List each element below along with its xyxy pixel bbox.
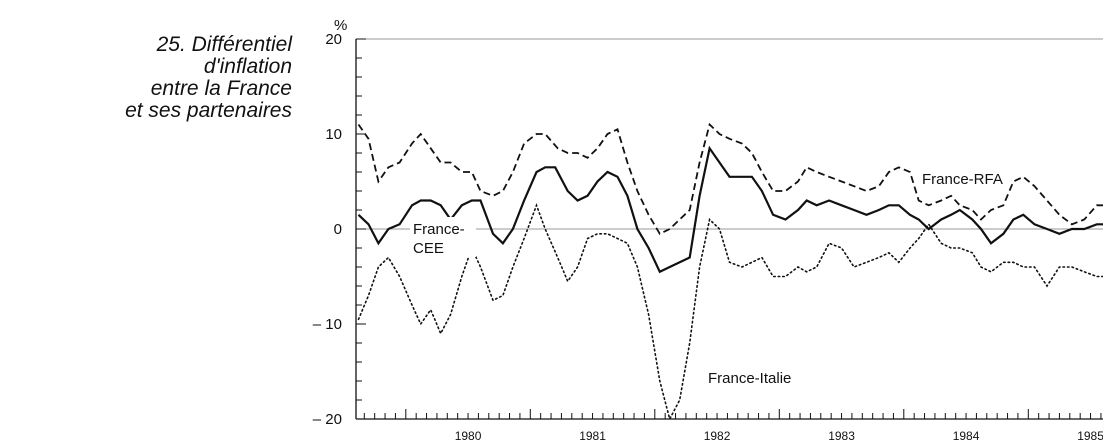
annotation-france-italie: France-Italie	[708, 370, 791, 387]
series-line-france-rfa	[357, 122, 1103, 235]
y-tick-label: – 10	[313, 316, 342, 333]
title-line-4: et ses partenaires	[125, 99, 292, 122]
labels-layer: % France-RFA France- CEE France-Italie	[334, 17, 1003, 387]
annotation-france-rfa: France-RFA	[922, 171, 1003, 188]
annotation-france-cee-line1: France-	[413, 221, 465, 238]
x-tick-label: 1983	[828, 429, 855, 443]
title-line-1: 25. Différentiel	[156, 33, 292, 56]
x-tick-label: 1982	[704, 429, 731, 443]
y-tick-label: 10	[325, 126, 342, 143]
y-tick-label: 0	[334, 221, 342, 238]
x-tick-label: 1984	[953, 429, 980, 443]
annotation-france-cee-line2: CEE	[413, 240, 444, 257]
series-line-france-italie	[357, 202, 1103, 422]
series-line-france-cee	[357, 145, 1103, 274]
title-line-2: d'inflation	[203, 55, 292, 78]
chart-title: 25. Différentiel d'inflation entre la Fr…	[0, 34, 292, 122]
y-axis-unit-label: %	[334, 17, 347, 34]
axes: 20 10 0 – 10 – 20 1980 1981 1982 1983 1984 1985	[313, 31, 1103, 443]
title-line-3: entre la France	[150, 77, 292, 100]
x-tick-label: 1985	[1077, 429, 1103, 443]
x-tick-label: 1981	[579, 429, 606, 443]
series-layer	[357, 122, 1103, 422]
y-tick-label: – 20	[313, 411, 342, 428]
x-tick-label: 1980	[455, 429, 482, 443]
y-tick-label: 20	[325, 31, 342, 48]
annotation-france-cee-bg	[410, 217, 476, 257]
